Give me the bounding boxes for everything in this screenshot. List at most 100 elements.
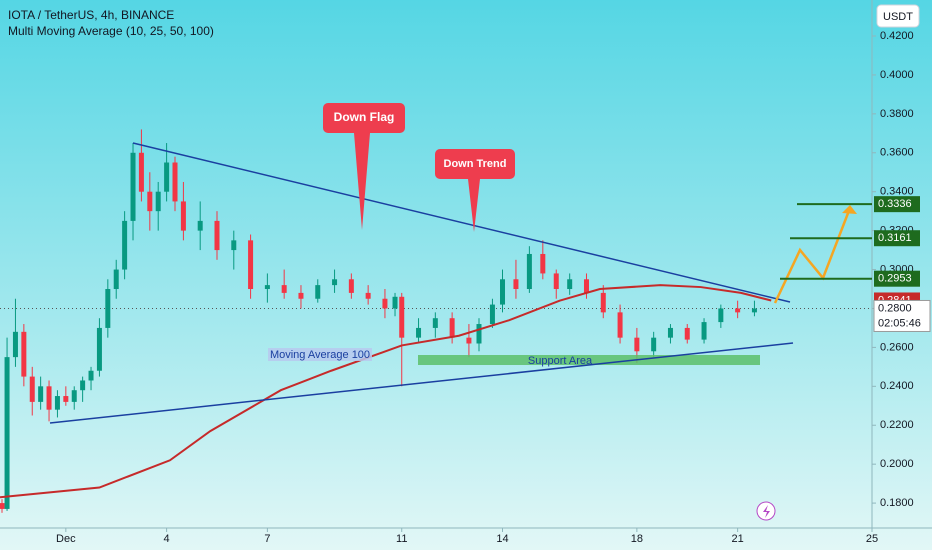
chart-subtitle: Multi Moving Average (10, 25, 50, 100) [8, 24, 214, 38]
candle-body [735, 308, 741, 313]
candle-body [264, 285, 270, 290]
candle-body [416, 327, 422, 338]
candle-body [526, 253, 532, 290]
level-tag [874, 270, 920, 287]
candle-body [105, 289, 111, 328]
y-tick-label: 0.2200 [880, 419, 914, 431]
candle-body [214, 220, 220, 251]
y-tick-label: 0.2000 [880, 458, 914, 470]
candle-body [4, 357, 10, 509]
x-tick-label: 7 [264, 533, 270, 545]
x-tick-label: 14 [496, 533, 508, 545]
callout-box [323, 103, 405, 230]
candle-body [617, 312, 623, 338]
level-tag [874, 196, 920, 213]
y-tick-label: 0.1800 [880, 497, 914, 509]
candle-body [138, 152, 144, 192]
candle-body [130, 152, 136, 221]
candle-body [80, 380, 86, 391]
candle-body [432, 318, 438, 328]
candle-body [513, 279, 519, 290]
candle-body [399, 296, 405, 338]
level-label: 0.3336 [878, 198, 912, 210]
candle-body [382, 298, 388, 309]
candle-body [180, 201, 186, 231]
annotation: Down Flag [334, 110, 395, 124]
level-label: 0.2953 [878, 273, 912, 285]
arrow-head [842, 205, 857, 214]
y-tick-label: 0.4000 [880, 69, 914, 81]
level-label: 0.3161 [878, 232, 912, 244]
candle-body [21, 331, 27, 377]
candle-body [751, 308, 757, 313]
candle-body [29, 376, 35, 402]
currency-label[interactable]: USDT [883, 11, 913, 23]
candle-body [489, 304, 495, 325]
x-tick-label: Dec [56, 533, 76, 545]
candle-body [0, 503, 5, 509]
candle-body [651, 337, 657, 352]
candle-body [540, 253, 546, 274]
support-zone [418, 355, 760, 365]
candle-body [54, 396, 60, 410]
x-tick-label: 25 [866, 533, 878, 545]
level-tag [874, 230, 920, 247]
y-tick-label: 0.4200 [880, 30, 914, 42]
candle-body [315, 285, 321, 299]
candle-body [600, 292, 606, 313]
currency-button[interactable] [876, 4, 920, 28]
y-tick-label: 0.3600 [880, 147, 914, 159]
y-tick-label: 0.2400 [880, 380, 914, 392]
candle-body [348, 279, 354, 293]
annotation: Support Area [528, 355, 593, 367]
label-box [268, 348, 372, 361]
candle-body [718, 308, 724, 323]
candle-body [38, 386, 44, 402]
candle-body [46, 386, 52, 410]
candle-body [71, 390, 77, 402]
price-tag [873, 299, 931, 332]
candle-body [684, 327, 690, 340]
candle-body [12, 331, 18, 358]
lower-trendline [49, 342, 794, 424]
annotation: Moving Average 100 [270, 349, 370, 361]
candle-body [231, 240, 237, 251]
candle-body [248, 240, 254, 290]
candle-body [476, 324, 482, 344]
candle-body [667, 327, 673, 338]
x-tick-label: 21 [732, 533, 744, 545]
alert-bolt [763, 505, 770, 518]
candle-body [500, 279, 506, 305]
candle-body [553, 273, 559, 290]
candle-body [332, 279, 338, 286]
projection-arrow [773, 207, 852, 304]
candle-body [466, 337, 472, 344]
y-tick-label: 0.2600 [880, 341, 914, 353]
x-tick-label: 4 [164, 533, 170, 545]
candle-body [583, 279, 589, 293]
annotation: Down Trend [444, 158, 507, 170]
candle-body [197, 220, 203, 231]
callout-box [435, 149, 515, 232]
candle-body [96, 327, 102, 371]
candle-body [155, 191, 161, 212]
candle-body [701, 322, 707, 340]
x-tick-label: 18 [631, 533, 643, 545]
candle-body [567, 279, 573, 290]
candle-body [392, 296, 398, 309]
price-label: 0.2800 [878, 302, 912, 314]
y-tick-label: 0.3400 [880, 186, 914, 198]
chart-title: IOTA / TetherUS, 4h, BINANCE [8, 8, 174, 22]
candle-body [365, 292, 371, 299]
candle-body [449, 318, 455, 338]
countdown: 02:05:46 [878, 317, 921, 329]
candle-body [122, 220, 128, 270]
candle-body [63, 396, 69, 402]
candle-body [281, 285, 287, 293]
upper-trendline [132, 142, 791, 303]
candle-body [172, 162, 178, 202]
x-tick-label: 11 [396, 533, 407, 545]
moving-average-line [0, 284, 772, 499]
